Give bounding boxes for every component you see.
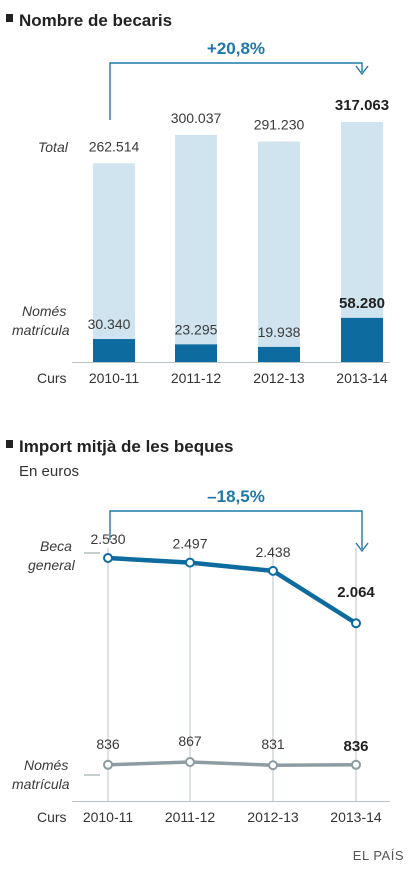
bar-nomes-2012-13 [258, 346, 300, 362]
x-prefix-curs: Curs [37, 370, 67, 386]
title-bullet-icon [6, 14, 13, 22]
label-beca-1: Beca [40, 538, 72, 554]
change-bracket [109, 510, 363, 549]
value-label-line-beca-general: 2.438 [255, 544, 290, 560]
x-tick-label: 2013-14 [336, 370, 388, 386]
point-line-beca-general-2011-12 [185, 557, 195, 568]
line-nomes-matricula [107, 760, 357, 767]
label-nomes-2012-13: 19.938 [258, 324, 301, 340]
value-label-line-nomes-matricula: 836 [96, 736, 120, 752]
point-line-nomes-matricula-2012-13 [268, 760, 278, 771]
label-total-2010-11: 262.514 [89, 138, 140, 154]
bar-nomes-2010-11 [93, 339, 135, 362]
title-bullet-icon [6, 440, 13, 448]
arrow-down-icon [355, 65, 369, 76]
x-tick-label: 2013-14 [330, 809, 382, 825]
label-nomes-2013-14: 58.280 [339, 295, 385, 312]
bar-total-2011-12 [175, 134, 217, 362]
point-line-beca-general-2012-13 [268, 565, 278, 576]
bar-total-2010-11 [93, 163, 135, 362]
x-tick-label: 2012-13 [247, 809, 299, 825]
label-nomes-2: matrícula [12, 322, 70, 338]
value-label-line-beca-general: 2.064 [337, 584, 375, 601]
x-tick-label: 2010-11 [89, 370, 140, 386]
bars-group: 262.514 30.340 300.037 23.295 291.230 19.938 3… [88, 97, 389, 362]
point-line-nomes-matricula-2013-14 [351, 759, 361, 770]
chart1-change-label: +20,8% [207, 39, 265, 58]
source-credit: EL PAÍS [353, 848, 404, 863]
x-tick-label: 2011-12 [165, 809, 216, 825]
label-nomes-2011-12: 23.295 [175, 321, 218, 337]
label-nomes-1: Només [24, 757, 68, 773]
value-label-line-nomes-matricula: 836 [343, 738, 368, 755]
label-total-2012-13: 291.230 [254, 117, 305, 133]
x-tick-label: 2012-13 [253, 370, 305, 386]
value-label-line-nomes-matricula: 831 [261, 736, 285, 752]
label-nomes-2: matrícula [12, 776, 70, 792]
chart2-title: Import mitjà de les beques [19, 437, 233, 456]
chart1-title: Nombre de becaris [19, 11, 172, 30]
label-total-2013-14: 317.063 [335, 97, 389, 114]
x-ticks: 2010-11 2011-12 2012-13 2013-14 [83, 809, 382, 825]
point-line-beca-general-2010-11 [103, 553, 113, 563]
x-tick-label: 2011-12 [171, 370, 222, 386]
point-line-nomes-matricula-2010-11 [103, 759, 113, 770]
label-beca-2: general [28, 557, 76, 573]
bar-nomes-2013-14 [341, 317, 383, 362]
lines-group: 2.530 2.497 2.438 2.064 836 867 831 836 [90, 531, 375, 771]
bar-chart-becaris: Nombre de becaris +20,8% Total Només mat… [6, 11, 390, 386]
x-tick-label: 2010-11 [83, 809, 134, 825]
chart2-subtitle: En euros [19, 463, 79, 480]
line-beca-general [107, 555, 358, 626]
value-label-line-beca-general: 2.497 [172, 536, 207, 552]
arrow-down-icon [355, 542, 369, 553]
chart2-change-label: –18,5% [207, 487, 265, 506]
label-total-2011-12: 300.037 [171, 110, 222, 126]
change-bracket [109, 62, 363, 120]
x-prefix-curs: Curs [37, 809, 67, 825]
value-label-line-nomes-matricula: 867 [178, 733, 202, 749]
label-nomes-2010-11: 30.340 [88, 316, 131, 332]
point-line-beca-general-2013-14 [351, 618, 361, 629]
point-line-nomes-matricula-2011-12 [185, 757, 195, 767]
bar-total-2012-13 [258, 141, 300, 362]
bar-nomes-2011-12 [175, 344, 217, 362]
label-nomes-1: Només [22, 303, 66, 319]
x-ticks: 2010-11 2011-12 2012-13 2013-14 [89, 370, 388, 386]
line-chart-import: Import mitjà de les beques En euros –18,… [6, 437, 390, 825]
label-total: Total [38, 139, 69, 155]
value-label-line-beca-general: 2.530 [90, 531, 125, 547]
